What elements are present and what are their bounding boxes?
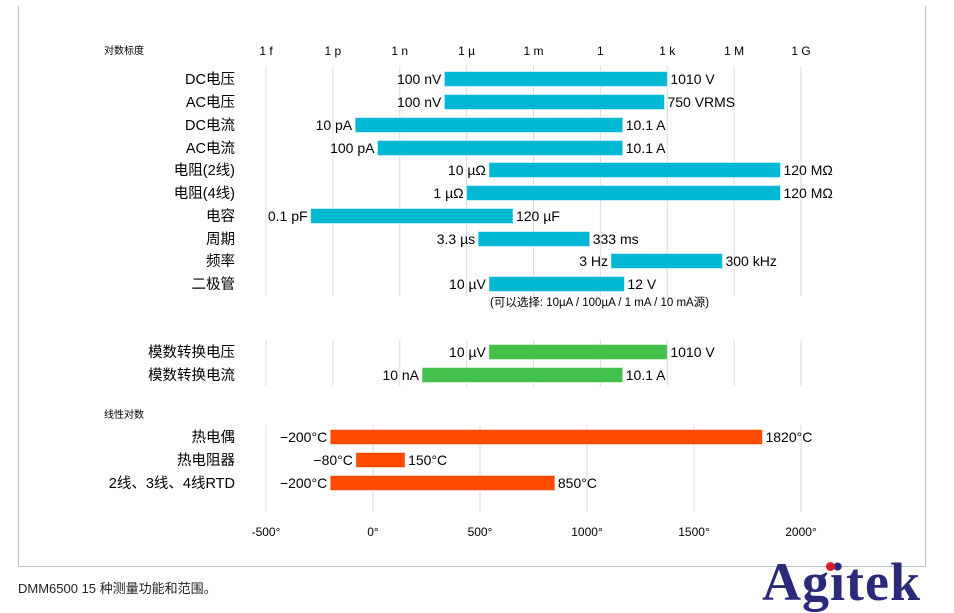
log-category-label: 周期 — [206, 231, 235, 248]
temperature-range-bar — [329, 429, 763, 445]
temperature-range-bar — [329, 475, 556, 491]
log-tick-label: 1 f — [259, 44, 273, 58]
log-max-label: 1010 V — [670, 344, 715, 360]
log-category-label: 电容 — [206, 208, 235, 225]
log-min-label: 100 nV — [397, 94, 442, 110]
log-range-bar — [488, 344, 668, 360]
temperature-min-label: −200°C — [280, 429, 327, 445]
agitek-logo: Agitek — [762, 552, 921, 612]
log-max-label: 10.1 A — [626, 140, 666, 156]
log-max-label: 120 µF — [516, 208, 560, 224]
log-max-label: 1010 V — [670, 71, 715, 87]
linear-tick-label: -500° — [252, 525, 281, 539]
log-tick-label: 1 m — [523, 44, 543, 58]
log-tick-label: 1 — [597, 44, 604, 58]
temperature-range-bar — [355, 452, 406, 468]
temperature-min-label: −80°C — [313, 452, 352, 468]
log-min-label: 3 Hz — [579, 253, 608, 269]
linear-tick-label: 2000° — [785, 525, 817, 539]
linear-tick-label: 500° — [468, 525, 493, 539]
figure-caption: DMM6500 15 种测量功能和范围。 — [18, 581, 217, 596]
log-range-bar — [488, 276, 625, 292]
log-min-label: 100 pA — [330, 140, 375, 156]
log-min-label: 10 µΩ — [448, 162, 486, 178]
linear-tick-label: 1000° — [571, 525, 603, 539]
log-range-bar — [610, 253, 723, 269]
log-category-label: DC电压 — [185, 71, 235, 88]
diode-note: (可以选择: 10µA / 100µA / 1 mA / 10 mA源) — [490, 295, 709, 309]
log-min-label: 3.3 µs — [437, 231, 475, 247]
log-range-bar — [443, 94, 665, 110]
log-category-label: AC电流 — [186, 140, 235, 157]
temperature-max-label: 850°C — [558, 475, 597, 491]
temperature-min-label: −200°C — [280, 475, 327, 491]
log-min-label: 0.1 pF — [268, 208, 308, 224]
log-max-label: 300 kHz — [725, 253, 776, 269]
linear-tick-label: 1500° — [678, 525, 710, 539]
log-min-label: 10 nA — [382, 367, 419, 383]
log-max-label: 750 VRMS — [667, 94, 735, 110]
log-min-label: 10 µV — [449, 276, 487, 292]
temperature-max-label: 150°C — [408, 452, 447, 468]
temperature-category-label: 热电阻器 — [177, 452, 235, 469]
log-max-label: 120 MΩ — [783, 185, 832, 201]
log-range-bar — [466, 185, 781, 201]
log-tick-label: 1 M — [724, 44, 744, 58]
log-category-label: 二极管 — [192, 276, 236, 293]
log-tick-label: 1 p — [325, 44, 342, 58]
log-min-label: 10 pA — [316, 117, 353, 133]
log-max-label: 120 MΩ — [783, 162, 832, 178]
log-min-label: 1 µΩ — [433, 185, 463, 201]
temperature-category-label: 热电偶 — [192, 429, 236, 446]
log-category-label: 模数转换电压 — [148, 344, 235, 361]
log-range-bar — [488, 162, 781, 178]
chart-frame — [18, 6, 926, 567]
log-tick-label: 1 G — [791, 44, 810, 58]
log-category-label: 电阻(4线) — [174, 185, 235, 202]
log-tick-label: 1 k — [659, 44, 676, 58]
linear-tick-label: 0° — [367, 525, 379, 539]
log-tick-label: 1 µ — [458, 44, 475, 58]
log-range-bar — [421, 367, 624, 383]
log-range-bar — [310, 208, 514, 224]
log-category-label: 电阻(2线) — [174, 162, 235, 179]
log-range-bar — [477, 231, 591, 247]
log-tick-label: 1 n — [391, 44, 408, 58]
temperature-max-label: 1820°C — [765, 429, 812, 445]
log-min-label: 100 nV — [397, 71, 442, 87]
log-range-bar — [443, 71, 668, 87]
log-max-label: 10.1 A — [626, 367, 666, 383]
temperature-category-label: 2线、3线、4线RTD — [109, 475, 235, 492]
log-max-label: 12 V — [627, 276, 656, 292]
log-category-label: 模数转换电流 — [148, 367, 235, 384]
log-range-bar — [354, 117, 624, 133]
log-scale-label: 对数标度 — [104, 44, 144, 57]
log-category-label: AC电压 — [186, 94, 235, 111]
log-max-label: 333 ms — [593, 231, 639, 247]
linear-scale-label: 线性对数 — [104, 408, 144, 421]
log-max-label: 10.1 A — [626, 117, 666, 133]
log-category-label: DC电流 — [185, 117, 235, 134]
log-range-bar — [376, 140, 624, 156]
log-min-label: 10 µV — [449, 344, 487, 360]
log-category-label: 频率 — [206, 253, 235, 270]
